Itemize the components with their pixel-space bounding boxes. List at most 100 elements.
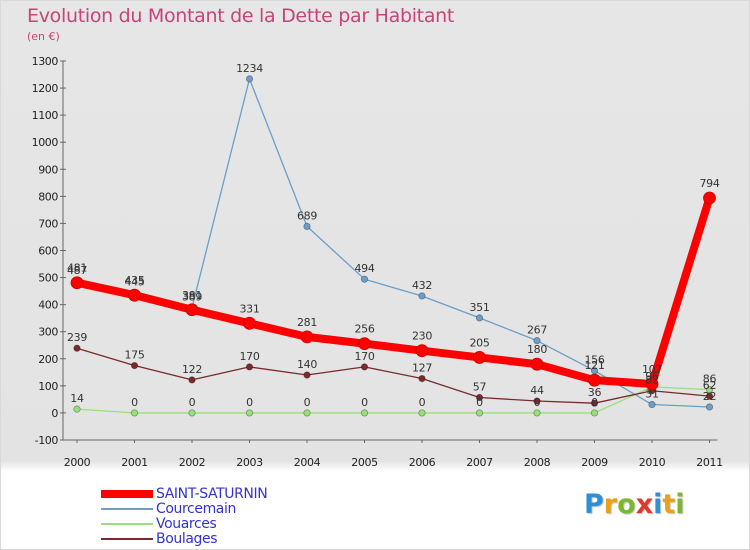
y-tick-label: 400 <box>38 299 58 312</box>
data-point-saint-saturnin <box>358 337 371 351</box>
x-tick-label: 2000 <box>64 456 91 469</box>
data-point-saint-saturnin <box>128 288 141 302</box>
y-tick-label: 0 <box>51 407 58 420</box>
data-point-courcemain <box>533 337 541 345</box>
data-label-boulages: 127 <box>412 362 432 375</box>
data-label-saint-saturnin: 256 <box>354 323 374 336</box>
data-label-vouarces: 96 <box>645 370 659 383</box>
y-tick-label: -100 <box>35 434 59 447</box>
chart-subtitle: (en €) <box>27 30 60 43</box>
data-point-saint-saturnin <box>588 373 601 387</box>
logo-letter: P <box>584 489 604 520</box>
x-tick-label: 2007 <box>466 456 493 469</box>
data-point-vouarces <box>705 386 714 394</box>
data-label-boulages: 170 <box>354 350 374 363</box>
x-tick-label: 2008 <box>524 456 551 469</box>
y-tick-label: 600 <box>38 245 58 258</box>
data-point-courcemain <box>360 275 369 283</box>
data-point-boulages <box>475 393 484 402</box>
data-label-vouarces: 0 <box>189 396 196 409</box>
data-point-vouarces <box>475 409 484 417</box>
data-label-vouarces: 86 <box>703 373 717 386</box>
data-label-saint-saturnin: 331 <box>239 302 259 315</box>
data-point-boulages <box>303 371 311 379</box>
data-label-saint-saturnin: 794 <box>699 177 719 190</box>
x-tick-label: 2010 <box>639 456 666 469</box>
data-point-vouarces <box>533 409 541 417</box>
y-tick-label: 300 <box>38 326 58 339</box>
data-label-saint-saturnin: 121 <box>584 359 604 372</box>
x-tick-label: 2004 <box>294 456 321 469</box>
data-label-courcemain: 267 <box>527 324 547 337</box>
data-point-boulages <box>73 344 81 352</box>
data-label-vouarces: 0 <box>131 396 138 409</box>
data-label-boulages: 239 <box>67 331 87 344</box>
data-label-saint-saturnin: 381 <box>182 289 202 302</box>
y-tick-label: 700 <box>38 217 58 230</box>
logo-letter: i <box>653 489 663 520</box>
legend-label: Courcemain <box>156 501 236 517</box>
data-label-boulages: 122 <box>182 363 202 376</box>
x-tick-label: 2009 <box>581 456 608 469</box>
data-point-vouarces <box>245 409 254 417</box>
data-label-vouarces: 14 <box>70 392 84 405</box>
data-point-boulages <box>705 392 714 400</box>
x-tick-label: 2005 <box>351 456 378 469</box>
data-label-saint-saturnin: 435 <box>124 274 144 287</box>
data-label-saint-saturnin: 230 <box>412 330 432 343</box>
x-tick-label: 2001 <box>121 456 147 469</box>
data-point-boulages <box>418 374 426 383</box>
data-point-saint-saturnin <box>70 276 84 290</box>
data-label-courcemain: 1234 <box>236 62 263 75</box>
data-point-boulages <box>360 363 369 371</box>
data-point-saint-saturnin <box>300 330 314 344</box>
chart-title: Evolution du Montant de la Dette par Hab… <box>27 5 455 27</box>
data-point-saint-saturnin <box>530 357 544 371</box>
data-point-courcemain <box>475 314 484 322</box>
data-label-vouarces: 0 <box>246 396 253 409</box>
data-label-courcemain: 494 <box>354 262 374 275</box>
x-tick-label: 2006 <box>409 456 436 469</box>
data-label-vouarces: 0 <box>476 396 483 409</box>
y-tick-label: 100 <box>38 380 58 393</box>
y-tick-label: 1200 <box>32 82 59 95</box>
chart-axes: -100010020030040050060070080090010001100… <box>32 55 724 469</box>
series-layer <box>70 75 716 417</box>
data-point-saint-saturnin <box>415 344 429 358</box>
legend-swatch <box>101 523 153 525</box>
logo-letter: r <box>603 489 618 520</box>
logo-letter: i <box>675 489 685 520</box>
data-point-courcemain <box>245 75 254 83</box>
series-line-vouarces <box>76 386 711 414</box>
proxiti-logo: Proxiti <box>584 489 685 520</box>
logo-letter: o <box>617 489 636 520</box>
data-label-vouarces: 0 <box>361 396 368 409</box>
data-label-vouarces: 0 <box>534 396 541 409</box>
data-point-boulages <box>533 397 541 405</box>
y-tick-label: 1300 <box>32 55 59 68</box>
data-point-vouarces <box>360 409 369 417</box>
y-tick-label: 900 <box>38 163 58 176</box>
x-tick-label: 2002 <box>179 456 205 469</box>
x-tick-label: 2011 <box>696 456 722 469</box>
legend-swatch <box>101 538 153 540</box>
y-tick-label: 1100 <box>32 109 59 122</box>
data-point-boulages <box>590 399 599 407</box>
line-chart: -100010020030040050060070080090010001100… <box>32 55 724 469</box>
data-point-vouarces <box>188 409 196 417</box>
legend-label: SAINT-SATURNIN <box>156 486 268 502</box>
data-point-boulages <box>245 363 254 371</box>
data-label-boulages: 62 <box>703 379 716 392</box>
series-line-boulages <box>76 347 711 404</box>
logo-letter: t <box>662 489 676 520</box>
data-point-saint-saturnin <box>185 303 199 317</box>
data-label-courcemain: 432 <box>412 279 432 292</box>
data-label-saint-saturnin: 481 <box>67 262 87 275</box>
series-line-saint-saturnin <box>73 193 714 388</box>
data-label-courcemain: 689 <box>297 209 317 222</box>
data-point-boulages <box>188 376 196 384</box>
data-point-courcemain <box>648 400 656 409</box>
data-label-courcemain: 389 <box>182 291 202 304</box>
